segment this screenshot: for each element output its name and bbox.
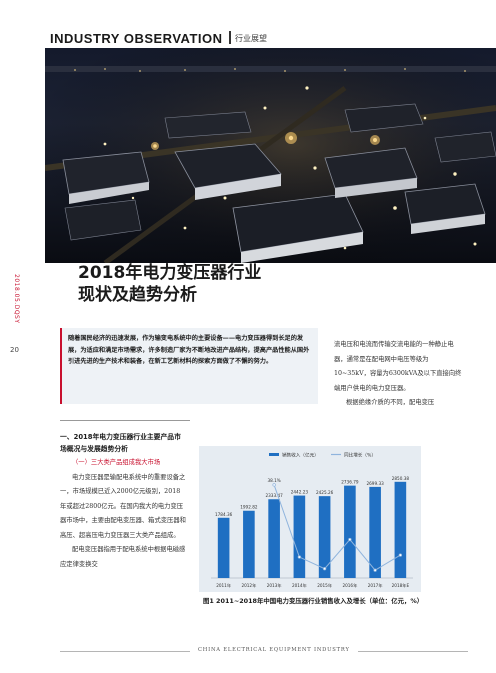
x-tick-2: 2013年 <box>267 582 282 589</box>
page-header: INDUSTRY OBSERVATION 行业展望 <box>0 0 496 46</box>
growth-point-3 <box>297 555 302 559</box>
bar-label-2: 2333.47 <box>265 493 283 498</box>
section-title: INDUSTRY OBSERVATION <box>50 31 223 46</box>
sales-chart: 销售收入（亿元） 同比增长（%） 1784.36 2011年 1992.82 2012年 2… <box>211 452 413 589</box>
bar-label-3: 2442.23 <box>291 490 309 495</box>
bar-label-6: 2699.33 <box>366 481 384 486</box>
bar-label-7: 2850.38 <box>392 476 410 481</box>
x-tick-6: 2017年 <box>368 582 383 589</box>
figure-caption: 图1 2011~2018年中国电力变压器行业销售收入及增长（单位：亿元，%） <box>203 597 424 605</box>
x-tick-0: 2011年 <box>216 582 231 589</box>
right-column-text: 流电压和电流而传输交流电能的一种静止电器，通常是在配电网中电压等级为10~35k… <box>334 338 464 411</box>
bar-label-4: 2425.26 <box>316 490 334 495</box>
growth-point-5 <box>348 537 352 542</box>
bar-1 <box>243 510 255 578</box>
article-abstract: 随着国民经济的迅速发展，作为输变电系统中的主要设备——电力变压器得到长足的发展，… <box>60 328 318 404</box>
bar-3 <box>293 495 306 578</box>
factory-aerial-photo <box>45 48 496 263</box>
bar-4 <box>318 496 331 578</box>
section-heading: 一、2018年电力变压器行业主要产品市场概况与发展趋势分析 <box>60 433 181 453</box>
growth-line <box>273 484 401 571</box>
x-tick-5: 2016年 <box>342 582 357 589</box>
subsection-heading: （一）三大类产品组成我大市场 <box>72 459 161 466</box>
legend-label-sales: 销售收入（亿元） <box>282 452 319 459</box>
growth-point-4 <box>322 567 327 571</box>
section-subtitle: 行业展望 <box>235 34 267 43</box>
right-paragraph-2: 根据绝缘介质的不同，配电变压 <box>346 399 435 406</box>
left-paragraph-1: 电力变压器是输配电系统中的重要设备之一，市场规模已近入2000亿元级别，2018… <box>60 473 186 539</box>
bar-label-5: 2736.79 <box>341 480 359 485</box>
left-column-text: 一、2018年电力变压器行业主要产品市场概况与发展趋势分析 （一）三大类产品组成… <box>60 432 186 572</box>
issue-date: 2018.05.DQSY <box>13 274 20 324</box>
article-title-line-1: 2018年电力变压器行业 <box>78 263 262 283</box>
x-tick-7: 2018年E <box>392 582 410 589</box>
bar-2 <box>268 499 280 578</box>
bar-label-1: 1992.82 <box>240 505 258 510</box>
photo-illustration <box>45 48 496 263</box>
bar-0 <box>217 517 230 578</box>
growth-point-7 <box>398 553 403 557</box>
growth-point-6 <box>373 568 377 572</box>
legend-label-growth: 同比增长（%） <box>344 452 376 459</box>
x-tick-4: 2015年 <box>317 582 332 589</box>
footer-text: CHINA ELECTRICAL EQUIPMENT INDUSTRY <box>190 647 358 653</box>
left-paragraph-2: 配电变压器指用于配电系统中根据电磁感应定律变换交 <box>60 546 186 568</box>
growth-point-2 <box>272 483 276 487</box>
bar-7 <box>394 481 407 578</box>
bar-5 <box>344 485 356 578</box>
bar-label-0: 1784.36 <box>215 512 233 517</box>
page-number: 20 <box>10 346 19 354</box>
growth-label-2: 38.1% <box>267 478 280 483</box>
x-tick-3: 2014年 <box>292 582 307 589</box>
right-paragraph-1: 流电压和电流而传输交流电能的一种静止电器，通常是在配电网中电压等级为10~35k… <box>334 341 462 392</box>
header-divider <box>229 31 231 44</box>
x-tick-1: 2012年 <box>241 582 256 589</box>
article-title-line-2: 现状及趋势分析 <box>78 285 197 305</box>
legend-swatch-sales <box>269 453 279 456</box>
article-title: 2018年电力变压器行业 现状及趋势分析 <box>78 262 261 306</box>
sales-chart-panel: 销售收入（亿元） 同比增长（%） 1784.36 2011年 1992.82 2012年 2… <box>199 446 421 592</box>
section-divider <box>60 420 190 421</box>
bar-6 <box>369 486 381 578</box>
